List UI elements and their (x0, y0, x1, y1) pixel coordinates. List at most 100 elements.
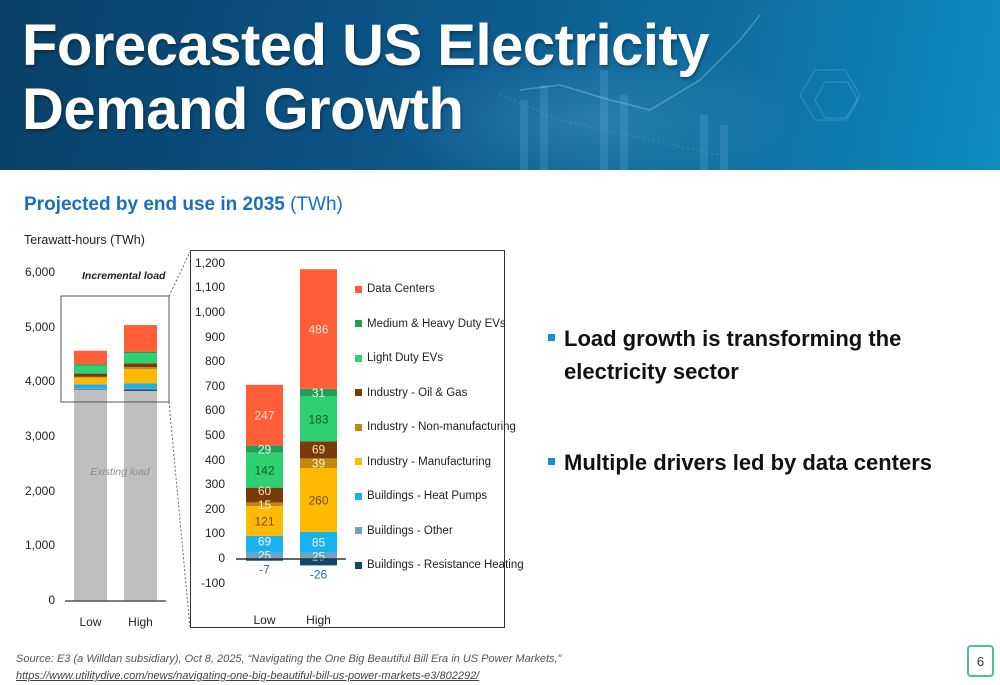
right-ytick-label: 400 (204, 452, 225, 467)
right-ytick-label: 600 (204, 403, 225, 418)
right-ytick-label: 900 (204, 329, 225, 344)
left-segment-buildings-other (74, 388, 107, 390)
legend-item-buildings-other: Buildings - Other (355, 525, 453, 537)
bar-segment-buildings-resistance-heating (300, 559, 337, 566)
bar-segment-buildings-heat-pumps (246, 535, 283, 553)
page-number: 6 (967, 645, 994, 677)
right-ytick-label: 100 (204, 526, 225, 541)
right-ytick-label: 0 (218, 551, 225, 565)
legend-swatch (355, 458, 362, 465)
legend-item-industry-non-manufacturing: Industry - Non-manufacturing (355, 421, 516, 433)
left-segment-buildings-heat-pumps (124, 383, 157, 389)
left-segment-data-centers (124, 325, 157, 352)
left-segment-medium-heavy-duty-evs (124, 351, 157, 354)
left-segment-industry-manufacturing (74, 377, 107, 385)
source-citation: Source: E3 (a Willdan subsidiary), Oct 8… (16, 651, 561, 685)
legend-label: Industry - Manufacturing (367, 455, 492, 468)
data-label-light-duty-evs: 183 (308, 412, 328, 426)
right-ytick-label: 200 (204, 501, 225, 516)
data-label-buildings-heat-pumps: 69 (258, 535, 272, 549)
left-segment-light-duty-evs (124, 353, 157, 364)
right-ytick-label: -100 (200, 575, 225, 590)
legend-label: Data Centers (367, 283, 435, 295)
legend-swatch (355, 527, 362, 534)
bullet-1-line-2: electricity sector (564, 359, 739, 384)
legend-swatch (355, 423, 362, 431)
left-ytick-label: 4,000 (24, 374, 55, 389)
right-ytick-label: 1,200 (194, 255, 225, 270)
left-segment-industry-oil-gas (124, 363, 157, 368)
bar-segment-buildings-other (246, 552, 283, 559)
bullet-data-centers: Multiple drivers led by data centers (548, 446, 932, 479)
left-ytick-label: 1,000 (24, 538, 55, 553)
bar-segment-data-centers (246, 384, 283, 446)
existing-load-label: Existing load (90, 466, 151, 478)
data-label-buildings-other: 25 (312, 549, 326, 563)
legend-swatch (355, 561, 362, 569)
bar-segment-buildings-resistance-heating (246, 559, 283, 561)
data-label-industry-manufacturing: 121 (254, 514, 274, 528)
zoomed-chart-frame (190, 250, 505, 628)
bar-segment-medium-heavy-duty-evs (246, 445, 283, 453)
legend-swatch (355, 320, 362, 327)
header-glow (380, 40, 800, 170)
data-label-medium-heavy-duty-evs: 29 (258, 443, 272, 457)
bar-segment-medium-heavy-duty-evs (300, 388, 337, 397)
header-banner: Forecasted US Electricity Demand Growth (0, 0, 1000, 170)
data-label-data-centers: 247 (254, 409, 274, 423)
left-ytick-label: 2,000 (24, 483, 55, 498)
existing-load-bar (74, 389, 107, 601)
left-ytick-label: 0 (48, 593, 55, 607)
existing-load-bar (124, 389, 157, 601)
legend-label: Buildings - Heat Pumps (367, 490, 488, 502)
data-label-industry-oil-gas: 60 (258, 484, 272, 498)
right-ytick-label: 700 (204, 378, 225, 393)
left-xtick-label: Low (79, 615, 101, 629)
data-label-medium-heavy-duty-evs: 31 (312, 386, 326, 400)
subtitle-unit: (TWh) (290, 194, 343, 215)
legend-label: Medium & Heavy Duty EVs (367, 317, 506, 330)
data-label-industry-non-manufacturing: 39 (312, 457, 326, 471)
right-ytick-label: 500 (204, 428, 225, 442)
legend-swatch (355, 285, 362, 293)
bullet-2-line-1: Multiple drivers led by data centers (564, 450, 933, 475)
bar-segment-data-centers (300, 269, 337, 389)
bar-segment-light-duty-evs (300, 396, 337, 442)
left-segment-buildings-resistance-heating (124, 389, 157, 391)
incremental-load-label: Incremental load (82, 270, 166, 282)
legend-item-industry-oil-gas: Industry - Oil & Gas (355, 387, 467, 399)
bullet-load-growth: Load growth is transforming the electrici… (548, 322, 901, 388)
legend-label: Buildings - Resistance Heating (367, 559, 524, 571)
bullet-square-icon (548, 334, 555, 341)
legend-item-industry-manufacturing: Industry - Manufacturing (355, 456, 491, 468)
bullet-1-line-1: Load growth is transforming the (564, 326, 902, 351)
incremental-load-zoom-box (60, 295, 170, 403)
zoom-connector-bottom (168, 401, 191, 629)
right-ytick-label: 300 (204, 477, 225, 492)
bar-segment-industry-oil-gas (246, 487, 283, 503)
legend-swatch (355, 389, 362, 396)
bullet-square-icon (548, 458, 555, 465)
left-ytick-label: 5,000 (24, 319, 55, 334)
bar-segment-buildings-heat-pumps (300, 531, 337, 553)
legend-label: Industry - Oil & Gas (367, 386, 468, 399)
left-segment-buildings-heat-pumps (74, 384, 107, 389)
chart-subtitle: Projected by end use in 2035 (TWh) (24, 194, 343, 216)
header-background-graphic (499, 14, 861, 170)
legend-item-buildings-resistance-heating: Buildings - Resistance Heating (355, 559, 524, 571)
left-segment-data-centers (74, 350, 107, 365)
right-xtick-label: Low (253, 613, 275, 627)
right-ytick-label: 1,100 (194, 280, 225, 295)
data-label-industry-non-manufacturing: 15 (258, 498, 272, 512)
left-ytick-label: 6,000 (24, 265, 55, 279)
legend-label: Buildings - Other (367, 524, 453, 537)
bar-segment-industry-manufacturing (246, 506, 283, 536)
data-label-data-centers: 486 (308, 322, 328, 336)
title-line-1: Forecasted US Electricity (22, 13, 710, 78)
bar-segment-industry-manufacturing (300, 467, 337, 532)
source-link[interactable]: https://www.utilitydive.com/news/navigat… (16, 670, 480, 682)
source-text: Source: E3 (a Willdan subsidiary), Oct 8… (16, 653, 562, 665)
bar-segment-industry-non-manufacturing (300, 458, 337, 468)
data-label-industry-manufacturing: 260 (308, 493, 328, 507)
